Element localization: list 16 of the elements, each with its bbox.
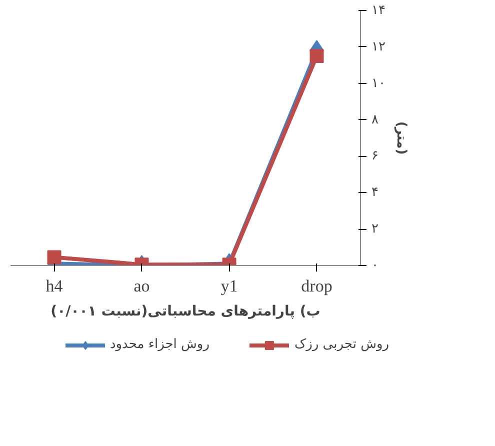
y-tick-label: ۱۴ bbox=[372, 3, 386, 18]
x-tick-label: h4 bbox=[46, 276, 64, 296]
x-axis-title: ب) پارامترهای محاسباتی(نسبت ۰/۰۰۱) bbox=[50, 304, 320, 320]
x-tick-label: y1 bbox=[220, 276, 238, 296]
y-tick-label: ۶ bbox=[372, 148, 378, 164]
x-tick-label: ao bbox=[134, 276, 150, 296]
y-tick-label: ۴ bbox=[372, 185, 378, 200]
y-tick-label: ۸ bbox=[372, 112, 378, 128]
legend-label: روش اجزاء محدود bbox=[110, 337, 210, 352]
legend-label: روش تجربی رزک bbox=[294, 337, 390, 352]
x-tick-label: drop bbox=[301, 276, 332, 296]
y-tick-label: ۲ bbox=[372, 222, 378, 237]
y-axis-title: (متر) bbox=[393, 121, 408, 155]
y-tick-label: ۰ bbox=[372, 258, 378, 273]
y-tick-label: ۱۰ bbox=[372, 76, 386, 91]
y-tick-label: ۱۲ bbox=[372, 39, 386, 54]
